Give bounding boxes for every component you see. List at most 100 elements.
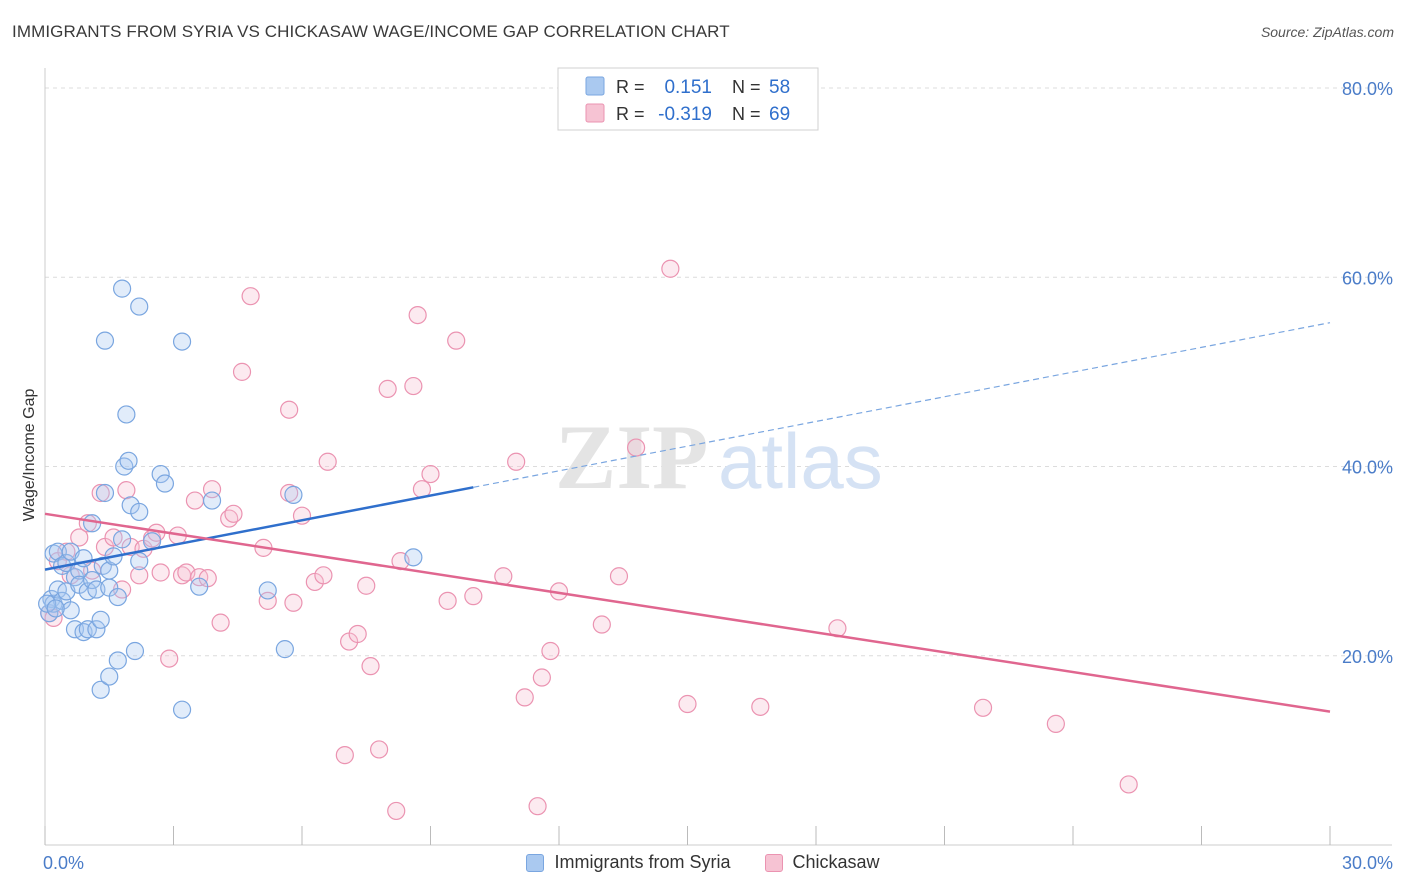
- data-point-syria: [91, 680, 110, 699]
- data-point-syria: [190, 577, 209, 596]
- y-tick-label: 80.0%: [1342, 79, 1393, 99]
- data-point-chickasaw: [361, 657, 380, 676]
- chart-title: IMMIGRANTS FROM SYRIA VS CHICKASAW WAGE/…: [12, 22, 730, 41]
- data-point-chickasaw: [661, 259, 680, 278]
- data-point-syria: [95, 483, 115, 503]
- data-point-syria: [202, 491, 222, 510]
- data-point-syria: [91, 610, 110, 629]
- data-point-chickasaw: [408, 306, 427, 325]
- data-point-chickasaw: [421, 464, 440, 484]
- legend-r-label-syria: R =: [616, 77, 645, 97]
- data-point-chickasaw: [973, 698, 993, 717]
- data-point-chickasaw: [541, 641, 560, 661]
- data-point-syria: [284, 485, 303, 504]
- data-point-chickasaw: [609, 567, 629, 586]
- data-point-chickasaw: [130, 566, 149, 585]
- data-point-syria: [95, 331, 115, 350]
- y-tick-label: 20.0%: [1342, 647, 1393, 667]
- data-point-syria: [83, 514, 102, 533]
- data-point-syria: [112, 279, 132, 298]
- data-point-chickasaw: [532, 668, 551, 687]
- data-point-syria: [108, 587, 127, 607]
- data-point-chickasaw: [258, 591, 277, 610]
- data-point-chickasaw: [404, 376, 423, 396]
- legend-item-chickasaw: Chickasaw: [764, 852, 880, 873]
- data-point-syria: [172, 700, 192, 719]
- data-point-chickasaw: [378, 379, 397, 399]
- legend-swatch-chickasaw: [585, 103, 605, 123]
- data-point-chickasaw: [370, 740, 389, 759]
- trend-line-syria: [44, 486, 474, 571]
- legend-r-label-chickasaw: R =: [616, 104, 645, 124]
- data-point-chickasaw: [335, 746, 354, 765]
- legend-swatch-chickasaw-bottom: [764, 853, 783, 872]
- data-point-syria: [83, 570, 102, 590]
- data-point-syria: [119, 451, 138, 470]
- legend-label-syria: Immigrants from Syria: [554, 852, 731, 872]
- legend-box: R = 0.151 N = 58 R = -0.319 N = 69: [557, 67, 819, 131]
- series-syria-points: [38, 279, 423, 719]
- chart-source: Source: ZipAtlas.com: [1260, 24, 1394, 40]
- legend-label-chickasaw: Chickasaw: [792, 852, 880, 872]
- data-point-chickasaw: [232, 362, 252, 381]
- legend-item-syria: Immigrants from Syria: [526, 852, 731, 873]
- y-axis-label: Wage/Income Gap: [21, 389, 38, 522]
- data-point-chickasaw: [447, 331, 466, 350]
- trend-line-chickasaw: [44, 512, 1331, 713]
- data-point-chickasaw: [160, 649, 179, 668]
- data-point-syria: [112, 530, 132, 549]
- data-point-chickasaw: [357, 576, 376, 595]
- trend-line-syria-extension: [473, 322, 1331, 488]
- data-point-syria: [130, 297, 149, 316]
- data-point-chickasaw: [280, 400, 299, 419]
- data-point-syria: [258, 581, 277, 600]
- data-point-chickasaw: [507, 452, 526, 471]
- data-point-chickasaw: [438, 591, 457, 610]
- tick-labels: 20.0% 40.0% 60.0% 80.0% 0.0% 30.0%: [43, 79, 1393, 873]
- data-point-chickasaw: [91, 483, 110, 503]
- legend-n-value-chickasaw: 69: [769, 104, 790, 125]
- data-point-syria: [404, 548, 423, 567]
- data-point-chickasaw: [314, 566, 333, 585]
- data-point-chickasaw: [528, 797, 547, 816]
- x-tick-label: 0.0%: [43, 853, 84, 873]
- legend-r-value-chickasaw: -0.319: [658, 104, 712, 125]
- data-point-chickasaw: [70, 528, 89, 547]
- data-point-syria: [108, 651, 127, 670]
- zipatlas-watermark: ZIP atlas: [555, 406, 883, 508]
- data-point-chickasaw: [626, 438, 646, 457]
- data-point-chickasaw: [318, 452, 337, 471]
- data-point-syria: [130, 552, 149, 571]
- watermark-atlas: atlas: [718, 417, 883, 505]
- data-point-syria: [100, 561, 119, 580]
- grid-lines: [45, 87, 1392, 657]
- legend-n-label-chickasaw: N =: [732, 104, 761, 124]
- data-point-chickasaw: [284, 593, 303, 612]
- data-point-chickasaw: [1046, 714, 1065, 733]
- data-point-chickasaw: [678, 694, 697, 714]
- data-point-chickasaw: [224, 504, 243, 523]
- data-point-chickasaw: [151, 563, 170, 582]
- data-point-chickasaw: [464, 587, 483, 606]
- data-point-syria: [117, 405, 136, 424]
- data-point-syria: [155, 474, 175, 493]
- data-point-chickasaw: [387, 801, 406, 821]
- data-point-chickasaw: [348, 624, 367, 644]
- legend-n-value-syria: 58: [769, 77, 790, 98]
- legend-swatch-syria: [585, 76, 605, 96]
- data-point-syria: [87, 620, 106, 639]
- data-point-chickasaw: [211, 613, 230, 632]
- data-point-syria: [125, 641, 145, 661]
- data-point-chickasaw: [185, 491, 205, 510]
- trend-lines: [44, 322, 1331, 713]
- data-point-syria: [130, 502, 149, 522]
- data-point-chickasaw: [515, 688, 534, 707]
- legend-r-value-syria: 0.151: [664, 77, 712, 98]
- data-point-chickasaw: [117, 481, 136, 500]
- data-point-syria: [275, 640, 294, 659]
- data-point-syria: [100, 667, 119, 686]
- data-point-chickasaw: [751, 697, 770, 716]
- data-point-syria: [151, 464, 170, 484]
- legend-swatch-syria-bottom: [526, 853, 545, 872]
